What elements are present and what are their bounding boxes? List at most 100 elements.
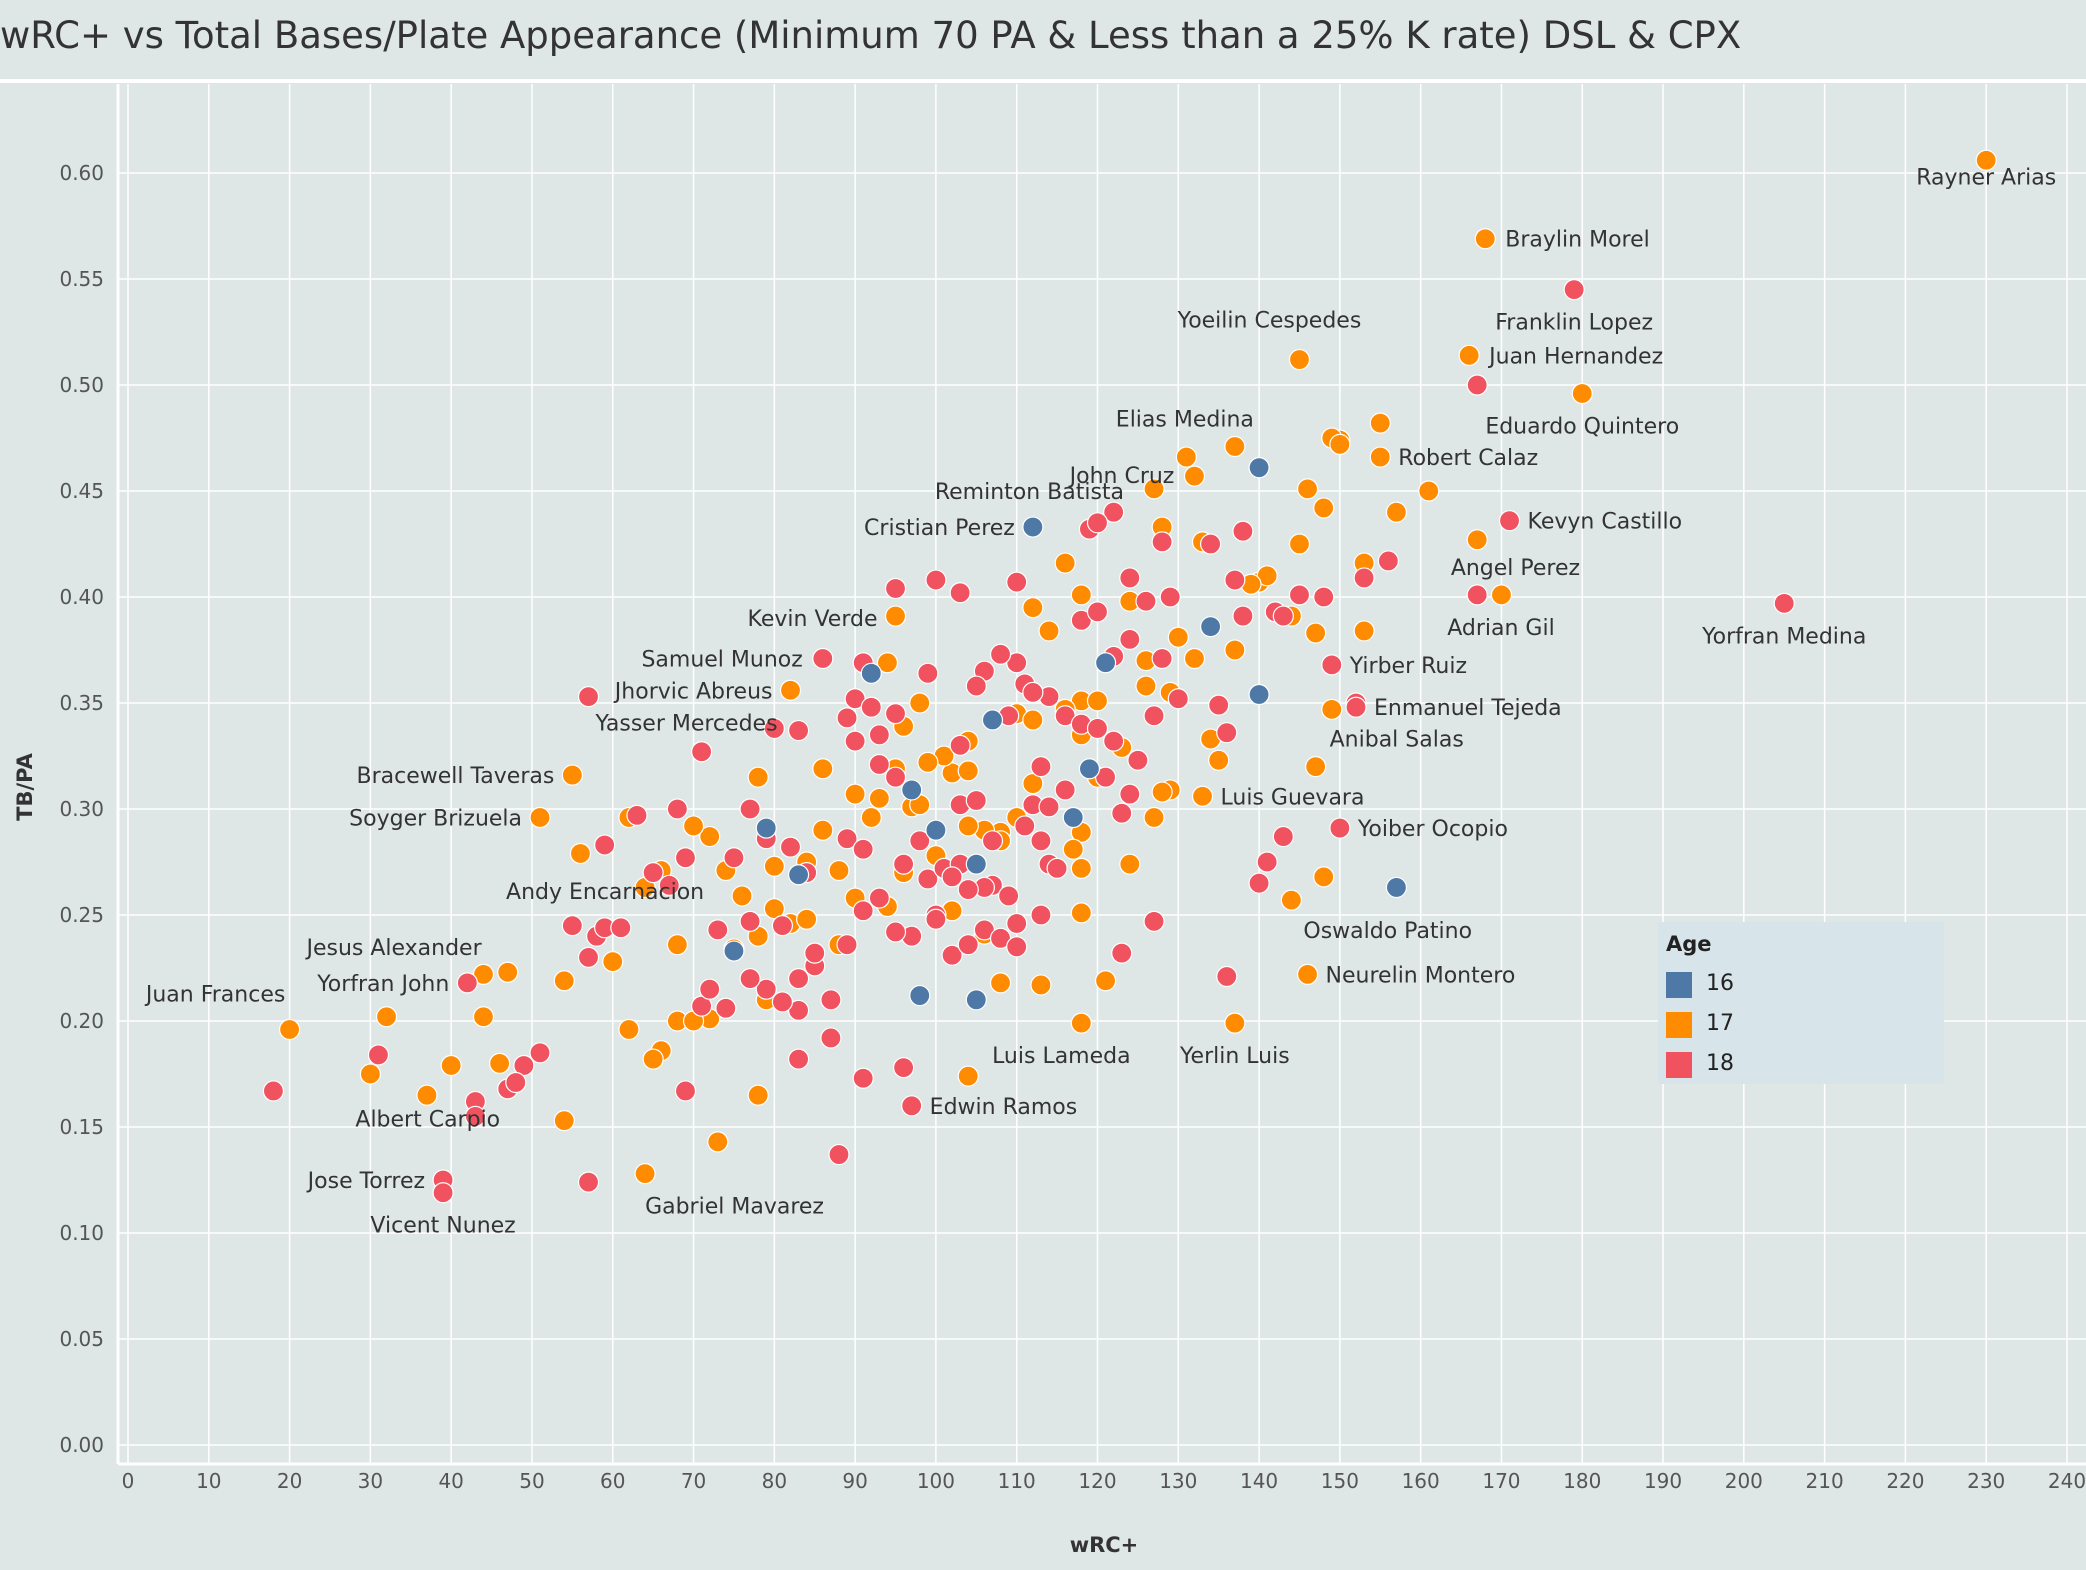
data-point-age-17[interactable] <box>1321 698 1343 720</box>
data-point-age-18[interactable] <box>691 995 713 1017</box>
data-point-age-18[interactable] <box>1086 512 1109 534</box>
data-point-age-17[interactable] <box>1070 584 1092 606</box>
data-point-age-17[interactable] <box>1070 902 1092 924</box>
data-point-age-17[interactable] <box>731 885 753 907</box>
data-point-age-18[interactable] <box>1022 681 1044 704</box>
data-point-age-17[interactable] <box>1305 622 1327 644</box>
data-point-age-18[interactable] <box>1313 586 1335 608</box>
data-point-age-18[interactable] <box>1086 601 1109 623</box>
data-point-age-18[interactable] <box>658 874 680 896</box>
data-point-age-18[interactable] <box>820 989 842 1011</box>
data-point-age-18[interactable] <box>1345 696 1367 718</box>
data-point-age-18[interactable] <box>965 789 987 812</box>
data-point-age-17[interactable] <box>884 605 907 627</box>
data-point-age-17[interactable] <box>618 1018 640 1041</box>
data-point-age-17[interactable] <box>569 842 592 865</box>
data-point-age-18[interactable] <box>787 967 810 990</box>
data-point-age-18[interactable] <box>892 853 915 875</box>
data-point-age-16[interactable] <box>1200 616 1222 638</box>
data-point-age-18[interactable] <box>771 991 794 1013</box>
data-point-age-17[interactable] <box>1208 749 1230 771</box>
data-point-age-18[interactable] <box>812 647 834 670</box>
data-point-age-17[interactable] <box>416 1084 438 1106</box>
data-point-age-18[interactable] <box>1353 567 1375 589</box>
data-point-age-18[interactable] <box>739 910 761 932</box>
data-point-age-18[interactable] <box>941 944 963 966</box>
data-point-age-17[interactable] <box>642 1048 664 1070</box>
data-point-age-17[interactable] <box>909 692 931 714</box>
data-point-age-18[interactable] <box>1054 779 1076 801</box>
data-point-age-17[interactable] <box>763 855 785 877</box>
data-point-age-18[interactable] <box>981 830 1004 852</box>
data-point-age-17[interactable] <box>1086 690 1109 712</box>
data-point-age-17[interactable] <box>1369 446 1391 468</box>
data-point-age-18[interactable] <box>1127 749 1149 771</box>
data-point-age-18[interactable] <box>1111 802 1133 824</box>
data-point-age-17[interactable] <box>699 825 721 848</box>
data-point-age-18[interactable] <box>1103 501 1125 523</box>
data-point-age-18[interactable] <box>1006 571 1028 593</box>
data-point-age-18[interactable] <box>998 885 1020 907</box>
data-point-age-17[interactable] <box>553 1110 575 1132</box>
data-point-age-18[interactable] <box>901 1095 923 1117</box>
data-point-age-17[interactable] <box>1054 552 1076 574</box>
data-point-age-18[interactable] <box>262 1080 285 1102</box>
data-point-age-17[interactable] <box>1305 755 1327 778</box>
data-point-age-18[interactable] <box>577 946 600 969</box>
data-point-age-17[interactable] <box>747 766 769 788</box>
data-point-age-18[interactable] <box>949 734 971 757</box>
data-point-age-17[interactable] <box>1474 228 1496 250</box>
data-point-age-18[interactable] <box>1563 279 1585 301</box>
data-point-age-17[interactable] <box>1191 785 1214 807</box>
data-point-age-17[interactable] <box>375 1006 398 1028</box>
data-point-age-18[interactable] <box>836 934 858 956</box>
data-point-age-17[interactable] <box>1175 446 1197 468</box>
data-point-age-17[interactable] <box>1070 1012 1092 1034</box>
data-point-age-17[interactable] <box>796 908 818 930</box>
data-point-age-17[interactable] <box>529 806 551 829</box>
data-point-age-18[interactable] <box>1014 815 1036 837</box>
data-point-age-17[interactable] <box>1224 639 1246 661</box>
data-point-age-16[interactable] <box>1385 876 1408 899</box>
data-point-age-17[interactable] <box>1296 478 1319 500</box>
data-point-age-16[interactable] <box>965 989 987 1011</box>
data-point-age-18[interactable] <box>820 1027 842 1049</box>
data-point-age-18[interactable] <box>642 861 664 884</box>
data-point-age-18[interactable] <box>1377 550 1399 572</box>
data-point-age-17[interactable] <box>860 806 882 829</box>
data-point-age-17[interactable] <box>1458 344 1480 366</box>
data-point-age-17[interactable] <box>779 679 802 701</box>
data-point-age-18[interactable] <box>763 717 785 740</box>
data-point-age-16[interactable] <box>901 779 923 801</box>
data-point-age-18[interactable] <box>884 702 907 725</box>
data-point-age-18[interactable] <box>666 798 688 820</box>
data-point-age-18[interactable] <box>529 1042 551 1064</box>
data-point-age-16[interactable] <box>981 709 1004 731</box>
data-point-age-18[interactable] <box>909 830 931 852</box>
data-point-age-18[interactable] <box>674 847 697 869</box>
data-point-age-17[interactable] <box>682 815 705 837</box>
data-point-age-18[interactable] <box>1030 904 1052 926</box>
data-point-age-18[interactable] <box>674 1080 697 1102</box>
data-point-age-18[interactable] <box>367 1044 390 1066</box>
data-point-age-18[interactable] <box>1272 605 1294 627</box>
data-point-age-18[interactable] <box>755 978 777 1000</box>
data-point-age-18[interactable] <box>739 798 761 820</box>
data-point-age-18[interactable] <box>1151 531 1173 553</box>
data-point-age-16[interactable] <box>1248 683 1270 706</box>
data-point-age-17[interactable] <box>957 760 979 782</box>
data-point-age-18[interactable] <box>610 917 632 939</box>
data-point-age-18[interactable] <box>949 582 971 604</box>
data-point-age-17[interactable] <box>1022 772 1044 795</box>
data-point-age-17[interactable] <box>1571 382 1593 405</box>
data-point-age-18[interactable] <box>456 972 478 994</box>
data-point-age-18[interactable] <box>965 675 987 697</box>
data-point-age-18[interactable] <box>1111 942 1133 964</box>
data-point-age-17[interactable] <box>1022 596 1044 619</box>
data-point-age-18[interactable] <box>892 1057 915 1079</box>
data-point-age-18[interactable] <box>561 914 583 937</box>
data-point-age-18[interactable] <box>779 836 802 858</box>
data-point-age-17[interactable] <box>1183 647 1206 670</box>
data-point-age-16[interactable] <box>1022 516 1044 538</box>
data-point-age-18[interactable] <box>1119 567 1141 589</box>
